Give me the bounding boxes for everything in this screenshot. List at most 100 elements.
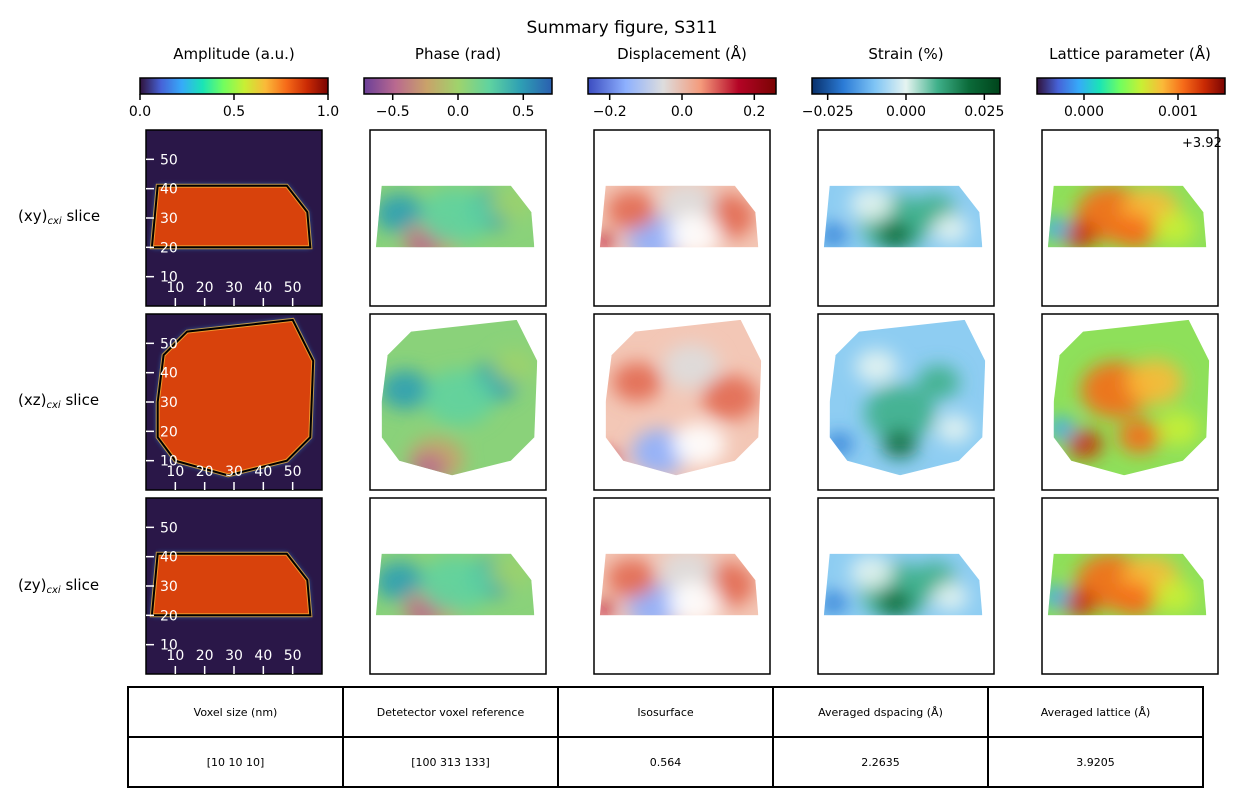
field-blob (864, 384, 935, 442)
isosurface-contour (150, 552, 312, 617)
field-blob (599, 232, 616, 248)
colorbar-tick-label: 0.025 (964, 104, 1004, 120)
colorbar-tick-label: 0.0 (129, 104, 151, 120)
field-blobs (375, 187, 532, 248)
summary-header-voxel-size: Voxel size (nm) (127, 686, 344, 738)
summary-table-value-row: [10 10 10] [100 313 133] 0.564 2.2635 3.… (127, 736, 1204, 788)
colorbar-3 (811, 77, 1001, 95)
field-blob (419, 556, 491, 613)
field-blobs (1047, 185, 1196, 248)
panel-r1-c0: 10 20 30 40 50 10 20 30 40 50 (145, 313, 323, 491)
x-tick-label: 30 (225, 280, 243, 296)
summary-table: Voxel size (nm) Detetector voxel referen… (127, 686, 1204, 788)
colorbar-tick-label: 0.2 (743, 104, 765, 120)
field-blob (1061, 220, 1098, 248)
x-tick-label: 10 (166, 464, 184, 480)
row-label-subscript: cxi (46, 585, 61, 596)
field-blob (877, 588, 913, 616)
field-blob (606, 558, 657, 599)
field-blob (850, 555, 893, 590)
field-map (381, 319, 538, 476)
panel-r1-c2 (593, 313, 771, 491)
field-blob (381, 370, 430, 410)
field-map (375, 553, 535, 616)
panel-frame (593, 313, 771, 491)
colorbar-2 (587, 77, 777, 95)
field-blob (1061, 588, 1098, 616)
panel-frame (1041, 497, 1219, 675)
field-blob (1126, 359, 1183, 405)
x-tick-label: 30 (225, 464, 243, 480)
field-blob (1118, 419, 1161, 454)
x-tick-label: 10 (166, 648, 184, 664)
row-label-subscript: cxi (47, 216, 62, 227)
panel-r2-c0: 10 20 30 40 50 10 20 30 40 50 (145, 497, 323, 675)
panel-frame (817, 313, 995, 491)
field-blobs (599, 553, 755, 616)
column-title-displacement: Displacement (Å) (617, 45, 747, 63)
row-label-text: (zy) (18, 576, 47, 594)
y-tick-label: 50 (160, 152, 178, 168)
field-blob (823, 591, 848, 615)
field-blob (936, 414, 972, 443)
colorbar-tick-label: 0.001 (1158, 104, 1198, 120)
field-blob (668, 581, 722, 616)
colorbar-tick-label: 0.000 (886, 104, 926, 120)
summary-table-header-row: Voxel size (nm) Detetector voxel referen… (127, 686, 1204, 738)
field-map (599, 553, 759, 616)
y-tick-label: 40 (160, 182, 178, 198)
panel-frame (1041, 313, 1219, 491)
colorbar-1 (363, 77, 553, 95)
y-tick-label: 30 (160, 579, 178, 595)
field-blob (1156, 411, 1200, 446)
panel-frame (369, 313, 547, 491)
field-blob (663, 343, 720, 390)
figure-canvas: 0.0 0.5 1.0 −0.5 0.0 0.5 −0.2 0.0 0.2 −0.025 0.000… (129, 77, 1226, 675)
row-label-zy: (zy)cxi slice (18, 576, 99, 596)
row-label-subscript: cxi (46, 400, 61, 411)
colorbar-tick-label: −0.025 (802, 104, 854, 120)
row-label-xz: (xz)cxi slice (18, 391, 99, 411)
particle-body (151, 553, 311, 616)
y-tick-label: 20 (160, 424, 178, 440)
y-tick-label: 20 (160, 240, 178, 256)
colorbar-tick-label: 1.0 (317, 104, 339, 120)
colorbar-tick-label: 0.000 (1064, 104, 1104, 120)
field-blob (424, 369, 495, 426)
field-map (829, 319, 986, 476)
panel-frame (593, 497, 771, 675)
row-label-suffix: slice (60, 576, 100, 594)
panel-r0-c1 (369, 129, 547, 307)
column-title-strain: Strain (%) (868, 45, 944, 63)
column-title-lattice: Lattice parameter (Å) (1049, 45, 1211, 63)
field-blob (1153, 211, 1196, 246)
y-tick-label: 50 (160, 336, 178, 352)
panel-r2-c4 (1041, 497, 1219, 675)
panel-r0-c4 (1041, 129, 1219, 307)
x-tick-label: 20 (196, 648, 214, 664)
particle-body (151, 185, 311, 248)
field-blob (606, 190, 657, 231)
y-tick-label: 20 (160, 608, 178, 624)
summary-value-voxel-size: [10 10 10] (127, 736, 344, 788)
summary-value-lattice: 3.9205 (987, 736, 1204, 788)
summary-header-dspacing: Averaged dspacing (Å) (772, 686, 989, 738)
y-tick-label: 40 (160, 366, 178, 382)
panel-frame (1041, 129, 1219, 307)
field-blob (701, 375, 759, 421)
colorbar-4 (1036, 77, 1226, 95)
field-blob (855, 349, 898, 384)
isosurface-contour (156, 318, 315, 477)
field-blob (823, 223, 848, 247)
field-map (375, 185, 535, 248)
isosurface-contour (150, 184, 312, 249)
field-blob (882, 430, 918, 459)
field-blob (917, 365, 960, 399)
summary-value-dspacing: 2.2635 (772, 736, 989, 788)
x-tick-label: 50 (284, 464, 302, 480)
panel-frame (369, 497, 547, 675)
panel-r2-c2 (593, 497, 771, 675)
field-blobs (599, 185, 755, 248)
panel-frame (369, 129, 547, 307)
field-blobs (829, 349, 972, 459)
